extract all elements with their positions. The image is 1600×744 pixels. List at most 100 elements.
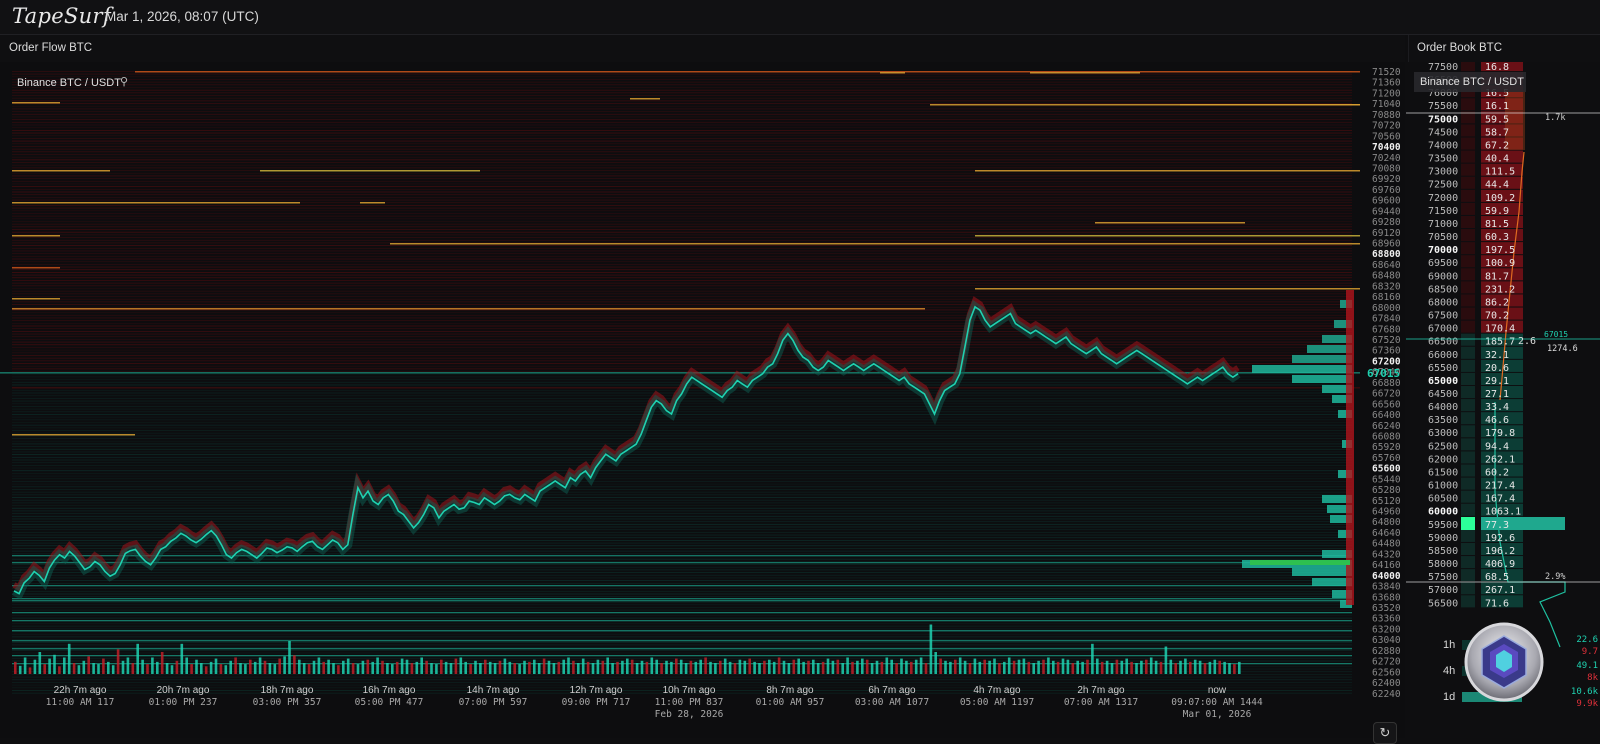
book-price[interactable]: 68500	[1428, 284, 1458, 295]
order-flow-chart[interactable]: 7152071360712007104070880707207056070400…	[0, 62, 1600, 738]
book-price[interactable]: 74000	[1428, 140, 1458, 151]
volume-bar	[586, 661, 590, 674]
book-price[interactable]: 66500	[1428, 337, 1458, 348]
volume-bar	[229, 660, 232, 674]
volume-bar	[777, 657, 781, 674]
ask-cumulative-fill	[1505, 90, 1525, 150]
heat-line	[12, 582, 1352, 584]
book-price[interactable]: 62500	[1428, 441, 1458, 452]
heat-line	[12, 679, 1352, 681]
volume-bar	[645, 661, 649, 674]
heat-line	[12, 438, 1352, 439]
book-price[interactable]: 65500	[1428, 363, 1458, 374]
heat-line	[12, 529, 1352, 531]
order-book-symbol[interactable]: Binance BTC / USDT	[1414, 72, 1526, 92]
heat-line	[12, 73, 1352, 75]
volume-bar	[895, 663, 898, 674]
bid-liquidity-line	[12, 612, 1352, 614]
bid-size: 262.1	[1485, 454, 1515, 465]
book-price[interactable]: 56500	[1428, 598, 1458, 609]
heat-line	[12, 207, 1352, 209]
book-price[interactable]: 77500	[1428, 62, 1458, 73]
bid-liquidity-line	[12, 585, 1352, 587]
heat-line	[12, 363, 1352, 364]
book-price[interactable]: 61500	[1428, 467, 1458, 478]
order-flow-symbol[interactable]: Binance BTC / USDT	[17, 77, 121, 89]
depth-bar	[1292, 568, 1352, 576]
price-axis-label: 67360	[1372, 346, 1401, 357]
book-price[interactable]: 75000	[1428, 114, 1458, 125]
book-price[interactable]: 63000	[1428, 428, 1458, 439]
heat-line	[12, 151, 1352, 153]
timeframe-1h[interactable]: 1h	[1443, 639, 1455, 651]
volume-bar	[435, 664, 438, 674]
book-price[interactable]: 70500	[1428, 232, 1458, 243]
book-price[interactable]: 59500	[1428, 520, 1458, 531]
bid-pct-label: 2.9%	[1545, 572, 1565, 582]
heat-line	[12, 462, 1352, 464]
volume-bar	[312, 660, 316, 674]
book-price[interactable]: 61000	[1428, 481, 1458, 492]
ob-current-price: 67015	[1544, 330, 1568, 339]
volume-bar	[48, 658, 51, 674]
book-price[interactable]: 60000	[1428, 507, 1458, 518]
price-axis-label: 63680	[1372, 592, 1401, 603]
heat-line	[12, 298, 1352, 300]
book-price[interactable]: 57000	[1428, 585, 1458, 596]
resting-order-streak	[880, 72, 905, 74]
book-price[interactable]: 57500	[1428, 572, 1458, 583]
book-price[interactable]: 66000	[1428, 350, 1458, 361]
book-price[interactable]: 68000	[1428, 297, 1458, 308]
book-price[interactable]: 59000	[1428, 533, 1458, 544]
ask-size: 170.4	[1485, 324, 1515, 335]
book-price[interactable]: 73000	[1428, 167, 1458, 178]
pin-icon[interactable]: ⚲	[120, 76, 129, 88]
price-axis-label: 69440	[1372, 206, 1401, 217]
book-cell	[1461, 215, 1475, 229]
book-price[interactable]: 73500	[1428, 154, 1458, 165]
book-price[interactable]: 71000	[1428, 219, 1458, 230]
book-price[interactable]: 70000	[1428, 245, 1458, 256]
book-price[interactable]: 67000	[1428, 324, 1458, 335]
timeframe-1d[interactable]: 1d	[1443, 691, 1455, 703]
resting-order-streak	[975, 288, 1360, 290]
book-price[interactable]: 69500	[1428, 258, 1458, 269]
book-price[interactable]: 65000	[1428, 376, 1458, 387]
volume-bar	[1115, 659, 1119, 674]
heat-line	[12, 229, 1352, 230]
volume-bar	[1047, 657, 1050, 674]
book-size-cell	[1481, 189, 1523, 202]
volume-bar	[459, 657, 463, 674]
book-price[interactable]: 74500	[1428, 127, 1458, 138]
book-price[interactable]: 62000	[1428, 454, 1458, 465]
book-cell	[1461, 595, 1475, 608]
bid-size: 217.4	[1485, 481, 1515, 492]
book-price[interactable]: 64500	[1428, 389, 1458, 400]
heat-line	[12, 312, 1352, 313]
volume-bar	[748, 658, 751, 674]
book-price[interactable]: 67500	[1428, 311, 1458, 322]
book-price[interactable]: 64000	[1428, 402, 1458, 413]
volume-bar	[968, 663, 972, 674]
heat-line	[12, 682, 1352, 683]
timeframe-4h[interactable]: 4h	[1443, 665, 1455, 677]
refresh-button[interactable]: ↻	[1373, 722, 1397, 744]
book-price[interactable]: 75500	[1428, 101, 1458, 112]
volume-bar	[1233, 664, 1236, 674]
book-price[interactable]: 72500	[1428, 180, 1458, 191]
book-price[interactable]: 63500	[1428, 415, 1458, 426]
book-price[interactable]: 60500	[1428, 494, 1458, 505]
heat-line	[12, 239, 1352, 241]
book-price[interactable]: 76000	[1428, 88, 1458, 99]
book-price[interactable]: 71500	[1428, 206, 1458, 217]
volume-bar	[768, 659, 771, 674]
book-price[interactable]: 58000	[1428, 559, 1458, 570]
price-axis-label: 63840	[1372, 582, 1401, 593]
book-price[interactable]: 72000	[1428, 193, 1458, 204]
book-price[interactable]: 58500	[1428, 546, 1458, 557]
book-cell	[1461, 62, 1475, 72]
book-price[interactable]: 69000	[1428, 271, 1458, 282]
price-axis-label: 64640	[1372, 528, 1401, 539]
heat-line	[12, 491, 1352, 493]
price-axis-label: 67200	[1372, 356, 1401, 367]
